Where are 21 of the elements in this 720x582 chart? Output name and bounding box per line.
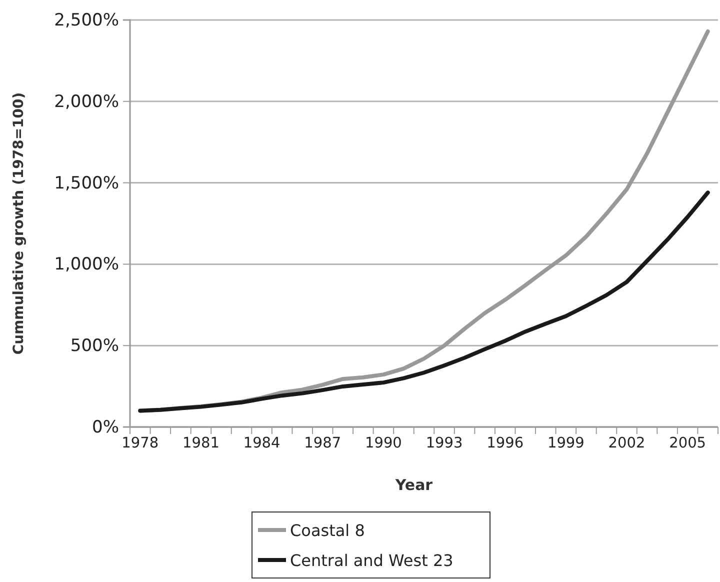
y-tick-label: 1,000%: [54, 254, 119, 275]
x-tick-label: 1996: [486, 435, 524, 452]
x-tick-label: 1978: [122, 435, 159, 452]
line-series: [138, 190, 710, 413]
y-tick-label: 1,500%: [54, 173, 119, 194]
x-tick-label: 2005: [669, 435, 706, 452]
x-tick-label: 2002: [608, 435, 646, 452]
y-tick-label: 2,000%: [54, 92, 119, 112]
x-tick-label: 1993: [426, 435, 463, 452]
x-tick-label: 1999: [547, 435, 584, 452]
x-tick-label: 1990: [364, 435, 402, 452]
y-axis-title: Cummulative growth (1978=100): [11, 92, 27, 355]
x-axis-title: Year: [394, 476, 434, 494]
y-tick-label: 500%: [70, 336, 119, 356]
x-tick-label: 1987: [304, 435, 342, 452]
x-tick-label: 1981: [182, 435, 220, 452]
legend-label: Coastal 8: [290, 521, 365, 540]
legend-label: Central and West 23: [290, 551, 454, 570]
x-tick-label: 1984: [243, 435, 280, 452]
y-tick-label: 2,500%: [54, 10, 119, 30]
y-tick-label: 0%: [92, 417, 119, 438]
